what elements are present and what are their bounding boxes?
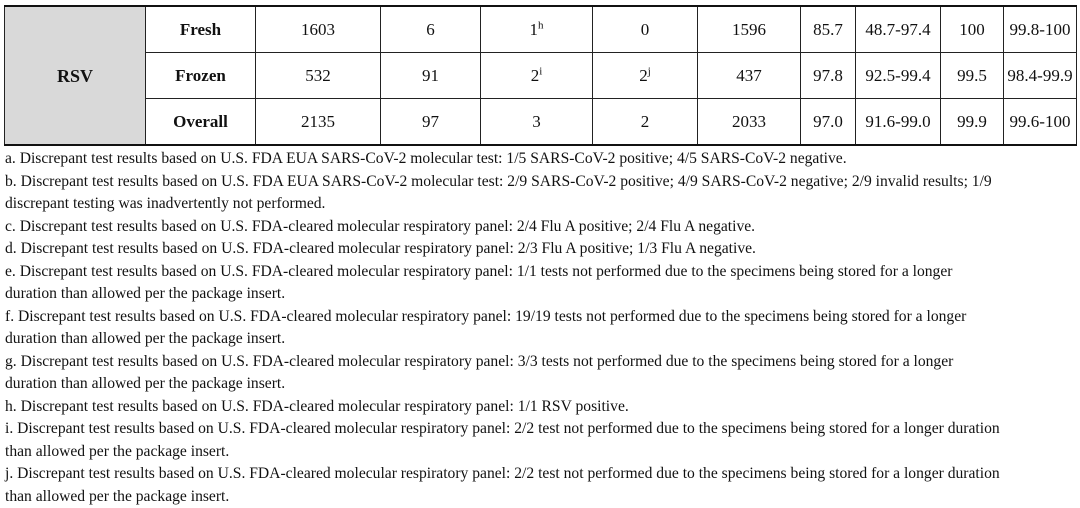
cell: 0 xyxy=(592,5,698,53)
cell: 48.7-97.4 xyxy=(855,5,941,53)
footnote: d. Discrepant test results based on U.S.… xyxy=(5,240,756,257)
cell-text: 2 xyxy=(639,65,648,85)
footnote: a. Discrepant test results based on U.S.… xyxy=(5,150,847,167)
row-label: Fresh xyxy=(145,5,256,53)
cell: 97.0 xyxy=(800,98,856,146)
cell: 1596 xyxy=(697,5,801,53)
footnote: f. Discrepant test results based on U.S.… xyxy=(5,307,967,348)
cell-text: 1 xyxy=(529,19,539,39)
table-row: Overall 2135 97 3 2 2033 97.0 91.6-99.0 99.9 99.6… xyxy=(5,98,1077,146)
cell: 1603 xyxy=(255,5,381,53)
cell-text: 91.6-99.0 xyxy=(865,111,931,131)
table-row: RSV Fresh 1603 6 1h 0 1596 85.7 48.7-97.4 100 99.8… xyxy=(4,5,1077,146)
superscript: i xyxy=(539,64,543,77)
cell: 98.4-99.9 xyxy=(1003,52,1077,99)
footnote: e. Discrepant test results based on U.S.… xyxy=(5,262,953,303)
row-label: Overall xyxy=(145,98,256,146)
footnote: i. Discrepant test results based on U.S.… xyxy=(5,420,1000,460)
cell: 100 xyxy=(940,5,1004,53)
cell: 6 xyxy=(380,5,481,53)
cell: 97 xyxy=(380,98,481,146)
group-cell: RSV xyxy=(4,5,146,146)
cell: 3 xyxy=(480,98,593,146)
cell: 99.6-100 xyxy=(1003,98,1077,146)
row-label: Frozen xyxy=(145,52,256,99)
cell-text: 98.4-99.9 xyxy=(1007,65,1073,85)
cell: 91.6-99.0 xyxy=(855,98,941,146)
cell: 92.5-99.4 xyxy=(855,52,941,99)
footnotes: a. Discrepant test results based on U.S.… xyxy=(5,148,1005,508)
cell: 2033 xyxy=(697,98,801,146)
cell: 85.7 xyxy=(800,5,856,53)
cell: 1h xyxy=(480,5,593,53)
footnote: h. Discrepant test results based on U.S.… xyxy=(5,397,629,415)
footnote: b. Discrepant test results based on U.S.… xyxy=(5,172,992,213)
cell: 2i xyxy=(480,52,593,99)
cell: 532 xyxy=(255,52,381,99)
results-table: RSV Fresh 1603 6 1h 0 1596 85.7 48.7-97.4 100 99.8… xyxy=(4,5,1077,146)
cell: 2 xyxy=(592,98,698,146)
cell-text: 92.5-99.4 xyxy=(865,65,931,85)
page: RSV Fresh 1603 6 1h 0 1596 85.7 48.7-97.4 100 99.8… xyxy=(4,5,1077,505)
cell-text: 2 xyxy=(530,65,540,85)
cell: 99.9 xyxy=(940,98,1004,146)
table-row: Frozen 532 91 2i 2j 437 97.8 92.5-99.4 99.5 98.4-… xyxy=(5,52,1077,99)
cell-text: 99.8-100 xyxy=(1009,19,1071,39)
footnote: j. Discrepant test results based on U.S.… xyxy=(5,465,1000,505)
cell-text: 48.7-97.4 xyxy=(865,19,931,39)
cell: 99.8-100 xyxy=(1003,5,1077,53)
cell: 437 xyxy=(697,52,801,99)
footnote: c. Discrepant test results based on U.S.… xyxy=(5,217,756,235)
cell: 2j xyxy=(592,52,698,99)
superscript: j xyxy=(647,64,651,77)
cell: 91 xyxy=(380,52,481,99)
cell: 97.8 xyxy=(800,52,856,99)
superscript: h xyxy=(538,18,544,31)
cell: 2135 xyxy=(255,98,381,146)
cell: 99.5 xyxy=(940,52,1004,99)
footnote: g. Discrepant test results based on U.S.… xyxy=(5,352,954,393)
table-body: RSV Fresh 1603 6 1h 0 1596 85.7 48.7-97.4 100 99.8… xyxy=(4,5,1077,146)
cell-text: 99.6-100 xyxy=(1009,111,1071,131)
